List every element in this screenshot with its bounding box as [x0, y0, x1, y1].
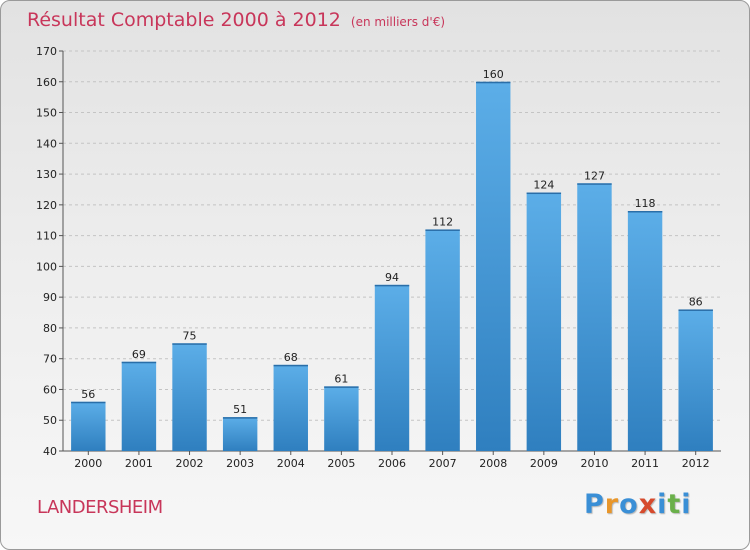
bar — [425, 229, 460, 451]
bar-value-label: 75 — [183, 329, 197, 342]
bar-value-label: 118 — [635, 197, 656, 210]
bar-top-edge — [121, 361, 157, 364]
logo-letter: i — [681, 489, 692, 520]
bar — [222, 417, 258, 451]
bar — [627, 211, 663, 451]
bar — [526, 192, 562, 452]
y-tick-label: 130 — [36, 168, 57, 181]
chart-unit-label: (en milliers d'€) — [350, 15, 446, 29]
x-tick-label: 2004 — [277, 457, 305, 470]
commune-name: LANDERSHEIM — [37, 497, 163, 518]
bar — [374, 284, 410, 451]
chart-title-text: Résultat Comptable 2000 à 2012 — [27, 9, 341, 31]
x-tick-label: 2000 — [74, 457, 102, 470]
bar — [121, 361, 157, 451]
bar-value-label: 124 — [533, 179, 554, 192]
x-tick-label: 2005 — [327, 457, 355, 470]
bar-top-edge — [374, 284, 410, 287]
y-tick-label: 150 — [36, 107, 57, 120]
y-tick-label: 70 — [43, 353, 57, 366]
bar-top-edge — [526, 192, 562, 195]
bar-top-edge — [678, 309, 713, 311]
y-tick-label: 170 — [36, 45, 57, 58]
y-tick-label: 90 — [43, 291, 57, 304]
x-tick-label: 2006 — [378, 457, 406, 470]
x-tick-label: 2008 — [479, 457, 507, 470]
chart-title: Résultat Comptable 2000 à 2012 (en millie… — [27, 9, 445, 31]
bar-top-edge — [476, 81, 511, 84]
bar-top-edge — [71, 401, 106, 404]
proxiti-logo: Proxiti — [584, 489, 692, 520]
logo-letter: x — [638, 489, 658, 520]
bar — [71, 401, 106, 451]
logo-letter: P — [584, 489, 605, 520]
x-tick-label: 2003 — [226, 457, 254, 470]
bar-top-edge — [577, 183, 612, 185]
bar — [476, 81, 511, 452]
x-tick-label: 2010 — [580, 457, 608, 470]
bar-value-label: 160 — [483, 68, 504, 81]
x-axis: 2000 2001 2002 2003 2004 2005 2006 2007 2008 2009… — [74, 451, 710, 470]
bar-value-label: 61 — [334, 372, 348, 385]
bar — [577, 183, 612, 452]
bar-value-label: 56 — [81, 388, 95, 401]
y-tick-label: 60 — [43, 383, 57, 396]
bar-top-edge — [273, 364, 308, 367]
x-tick-label: 2007 — [429, 457, 457, 470]
bar-top-edge — [172, 343, 207, 345]
bar — [324, 386, 359, 451]
y-tick-label: 40 — [43, 445, 57, 458]
bar-value-label: 127 — [584, 169, 605, 182]
bar — [172, 343, 207, 451]
bars: 56 69 75 51 68 61 94 112 160 124 127 118 86 — [71, 68, 713, 452]
logo-letter: i — [657, 489, 668, 520]
bar-top-edge — [222, 417, 258, 419]
x-tick-label: 2002 — [176, 457, 204, 470]
bar-value-label: 69 — [132, 348, 146, 361]
x-tick-label: 2009 — [530, 457, 558, 470]
logo-letter: o — [619, 489, 639, 520]
bar — [678, 309, 713, 451]
bar-top-edge — [425, 229, 460, 231]
bar — [273, 364, 308, 451]
x-tick-label: 2012 — [682, 457, 710, 470]
y-tick-label: 160 — [36, 76, 57, 89]
y-tick-label: 110 — [36, 230, 57, 243]
y-tick-label: 140 — [36, 137, 57, 150]
logo-letter: t — [667, 489, 682, 520]
bar-top-edge — [627, 211, 663, 213]
bar-value-label: 68 — [284, 351, 298, 364]
y-tick-label: 50 — [43, 414, 57, 427]
bar-value-label: 86 — [689, 295, 703, 308]
bar-top-edge — [324, 386, 359, 388]
bar-value-label: 94 — [385, 271, 399, 284]
y-tick-label: 120 — [36, 199, 57, 212]
x-tick-label: 2001 — [125, 457, 153, 470]
logo-letter: r — [604, 489, 620, 520]
y-tick-label: 100 — [36, 260, 57, 273]
y-tick-label: 80 — [43, 322, 57, 335]
x-tick-label: 2011 — [631, 457, 659, 470]
bar-value-label: 112 — [432, 215, 453, 228]
bar-value-label: 51 — [233, 403, 247, 416]
